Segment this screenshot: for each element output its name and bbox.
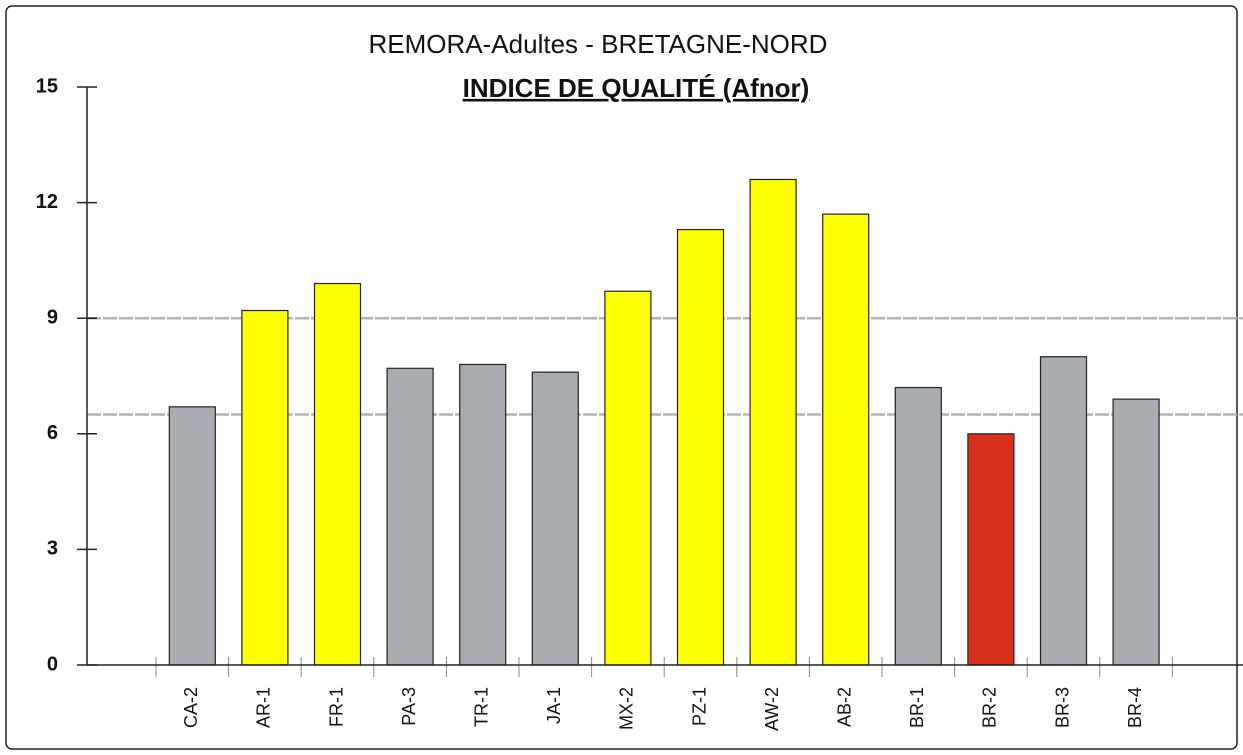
- bar: [1112, 398, 1160, 666]
- y-tick-label: 0: [47, 653, 58, 675]
- frame: [5, 5, 1238, 750]
- x-tick-label: PZ-1: [689, 687, 709, 726]
- bar: [822, 213, 870, 666]
- y-tick-label: 6: [47, 422, 58, 444]
- x-tick-label: BR-4: [1125, 687, 1145, 728]
- y-tick-label: 3: [47, 538, 58, 560]
- bar: [313, 282, 362, 666]
- bar: [894, 386, 942, 666]
- bar: [604, 290, 652, 666]
- chart-title: REMORA-Adultes - BRETAGNE-NORD: [369, 29, 828, 59]
- bar: [749, 178, 797, 666]
- x-tick-label: BR-2: [980, 687, 1000, 728]
- x-tick-label: MX-2: [617, 687, 637, 730]
- x-tick-label: FR-1: [326, 687, 346, 727]
- bar: [459, 363, 507, 666]
- bar: [1039, 356, 1088, 666]
- x-tick-label: JA-1: [544, 687, 564, 724]
- x-tick-label: AW-2: [762, 687, 782, 731]
- chart-subtitle: INDICE DE QUALITÉ (Afnor): [463, 73, 810, 103]
- bar: [386, 367, 434, 666]
- x-tick-label: AB-2: [834, 687, 854, 727]
- y-tick-label: 15: [36, 75, 58, 97]
- x-tick-label: CA-2: [181, 687, 201, 728]
- bar: [241, 309, 289, 666]
- x-tick-label: AR-1: [254, 687, 274, 728]
- x-tick-label: PA-3: [399, 687, 419, 726]
- y-tick-label: 9: [47, 306, 58, 328]
- bar: [967, 433, 1015, 666]
- bar: [531, 371, 579, 666]
- bar: [168, 406, 216, 666]
- x-tick-label: TR-1: [471, 687, 491, 727]
- x-tick-label: BR-3: [1052, 687, 1072, 728]
- x-tick-label: BR-1: [907, 687, 927, 728]
- y-tick-label: 12: [36, 191, 58, 213]
- bar: [676, 228, 725, 666]
